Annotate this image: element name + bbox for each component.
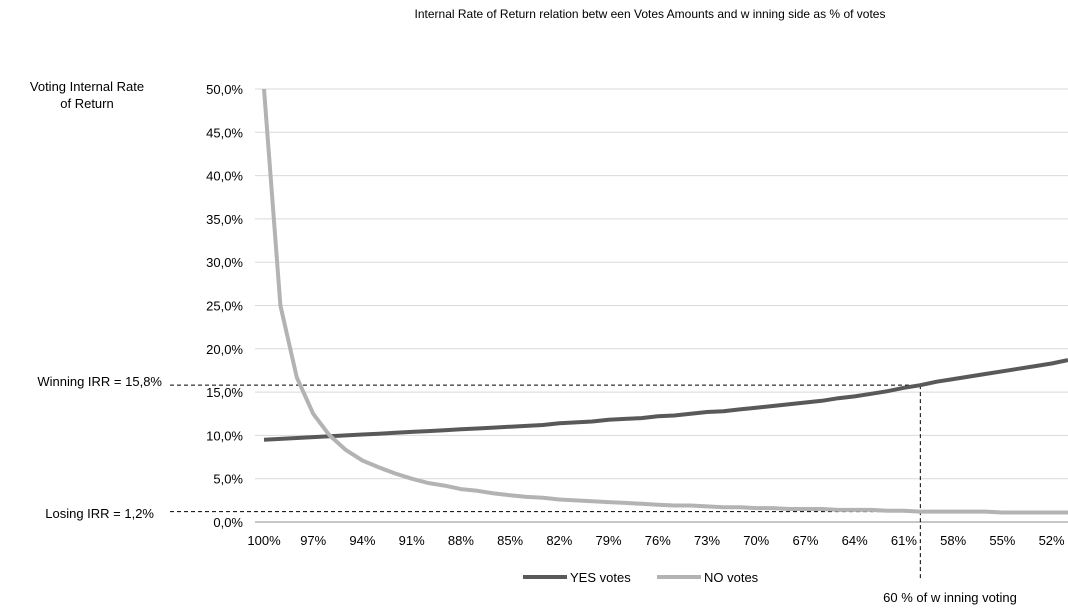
x-tick-label: 100% xyxy=(247,533,281,548)
y-tick-label: 35,0% xyxy=(206,212,243,227)
y-tick-label: 40,0% xyxy=(206,169,243,184)
x-tick-label: 79% xyxy=(596,533,622,548)
annotations xyxy=(170,384,1068,580)
y-tick-label: 10,0% xyxy=(206,428,243,443)
x-tick-label: 73% xyxy=(694,533,720,548)
x-tick-label: 88% xyxy=(448,533,474,548)
x-tick-label: 76% xyxy=(645,533,671,548)
y-tick-label: 15,0% xyxy=(206,385,243,400)
x-tick-label: 61% xyxy=(891,533,917,548)
y-tick-labels: 0,0% 5,0% 10,0% 15,0% 20,0% 25,0% 30,0% 35,0% 40… xyxy=(206,82,243,530)
gridlines xyxy=(255,88,1068,523)
annotation-losing-label: Losing IRR = 1,2% xyxy=(45,506,154,521)
y-tick-label: 45,0% xyxy=(206,125,243,140)
series-line-yes-votes xyxy=(263,358,1068,442)
x-tick-label: 94% xyxy=(349,533,375,548)
x-tick-label: 91% xyxy=(399,533,425,548)
legend-label-no: NO votes xyxy=(704,570,759,585)
x-tick-label: 55% xyxy=(989,533,1015,548)
x-tick-label: 70% xyxy=(743,533,769,548)
legend-label-yes: YES votes xyxy=(570,570,631,585)
y-tick-label: 25,0% xyxy=(206,299,243,314)
y-tick-label: 0,0% xyxy=(213,515,243,530)
y-axis-title-line-2: of Return xyxy=(60,96,113,111)
y-axis-title-line-1: Voting Internal Rate xyxy=(30,79,144,94)
y-tick-label: 50,0% xyxy=(206,82,243,97)
x-tick-label: 97% xyxy=(300,533,326,548)
x-tick-label: 58% xyxy=(940,533,966,548)
series-layer xyxy=(262,88,1068,515)
legend: YES votes NO votes xyxy=(523,570,759,585)
x-tick-label: 52% xyxy=(1039,533,1065,548)
annotation-vertical-label: 60 % of w inning voting xyxy=(883,590,1017,605)
x-tick-label: 67% xyxy=(792,533,818,548)
y-tick-label: 20,0% xyxy=(206,342,243,357)
y-tick-label: 30,0% xyxy=(206,255,243,270)
x-tick-label: 85% xyxy=(497,533,523,548)
chart-title: Internal Rate of Return relation betw ee… xyxy=(415,7,886,21)
annotation-winning-label: Winning IRR = 15,8% xyxy=(37,374,162,389)
series-line-no-votes xyxy=(262,88,1068,515)
x-tick-label: 82% xyxy=(546,533,572,548)
x-tick-label: 64% xyxy=(842,533,868,548)
x-tick-labels: 100% 97% 94% 91% 88% 85% 82% 79% 76% 73% 70% 67% 64%… xyxy=(247,533,1065,548)
y-tick-label: 5,0% xyxy=(213,472,243,487)
